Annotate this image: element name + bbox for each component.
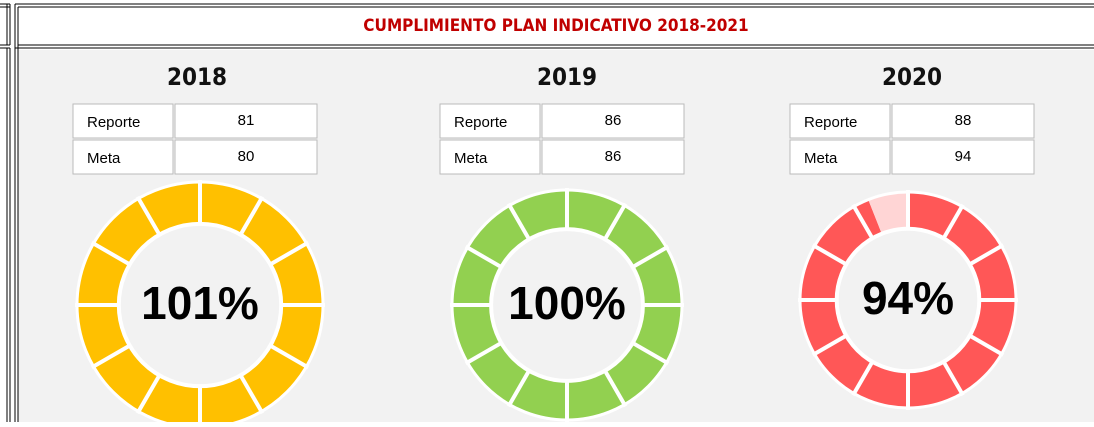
gauge-label: 100% [508,277,626,329]
gauge-label: 94% [862,272,954,324]
year-title: 2020 [882,63,942,91]
segment-gap [811,243,850,268]
segment-gap [602,202,628,243]
segment-gap [267,240,310,268]
table-cell [174,103,318,139]
gauge-fill [467,342,530,405]
table-value: 86 [605,148,622,165]
table-label: Reporte [454,114,507,131]
table-value: 94 [955,148,972,165]
table-cell [891,139,1035,175]
year-title: 2019 [537,63,597,91]
table-cell [789,103,891,139]
table-cell [541,103,685,139]
table-label: Meta [804,150,838,167]
table-cell [72,103,174,139]
segment-gap [506,202,532,243]
table-value: 88 [955,112,972,129]
table-cell [541,139,685,175]
segment-gap [464,244,505,270]
table-value: 80 [238,148,255,165]
segment-gap [629,244,670,270]
segment-gap [602,367,628,408]
segment-gap [811,332,850,357]
gauge-remainder [868,192,908,234]
table-cell [891,103,1035,139]
table-label: Meta [87,150,121,167]
gauge-fill [240,345,307,412]
gauge-fill [604,205,667,268]
table-cell [439,103,541,139]
segment-gap [966,332,1005,357]
segment-gap [464,340,505,366]
table-label: Reporte [87,114,140,131]
segment-gap [237,372,265,415]
gauge-fill [93,345,160,412]
gauge-hole [116,221,284,389]
gauge-rim [75,180,325,427]
segment-gap [851,203,876,242]
table-label: Meta [454,150,488,167]
gauge-hole [489,227,645,383]
segment-gap [135,372,163,415]
gauge-fill [604,342,667,405]
gauge-label: 101% [141,277,259,329]
segment-gap [90,342,133,370]
year-title: 2018 [167,63,227,91]
segment-gap [966,243,1005,268]
table-value: 86 [605,112,622,129]
table-value: 81 [238,112,255,129]
segment-gap [851,358,876,397]
gauge-fill [814,335,873,394]
segment-gap [267,342,310,370]
gauge-fill [854,199,882,239]
segment-gap [940,203,965,242]
table-cell [439,139,541,175]
segment-gap [135,195,163,238]
segment-gap [237,195,265,238]
header-title: CUMPLIMIENTO PLAN INDICATIVO 2018-2021 [363,16,748,36]
gauge-fill [93,198,160,265]
gauge-hole [834,226,982,374]
gauge-fill [814,206,873,265]
segment-gap [629,340,670,366]
segment-gap [506,367,532,408]
gauge-fill [240,198,307,265]
segment-gap [940,358,965,397]
gauge-fill [943,335,1002,394]
gauge-rim [798,190,1018,410]
gauge-fill [467,205,530,268]
gauge-rim [450,188,684,422]
table-cell [789,139,891,175]
table-cell [174,139,318,175]
gauge-fill [943,206,1002,265]
table-label: Reporte [804,114,857,131]
table-cell [72,139,174,175]
segment-gap [90,240,133,268]
borders [0,3,1094,422]
